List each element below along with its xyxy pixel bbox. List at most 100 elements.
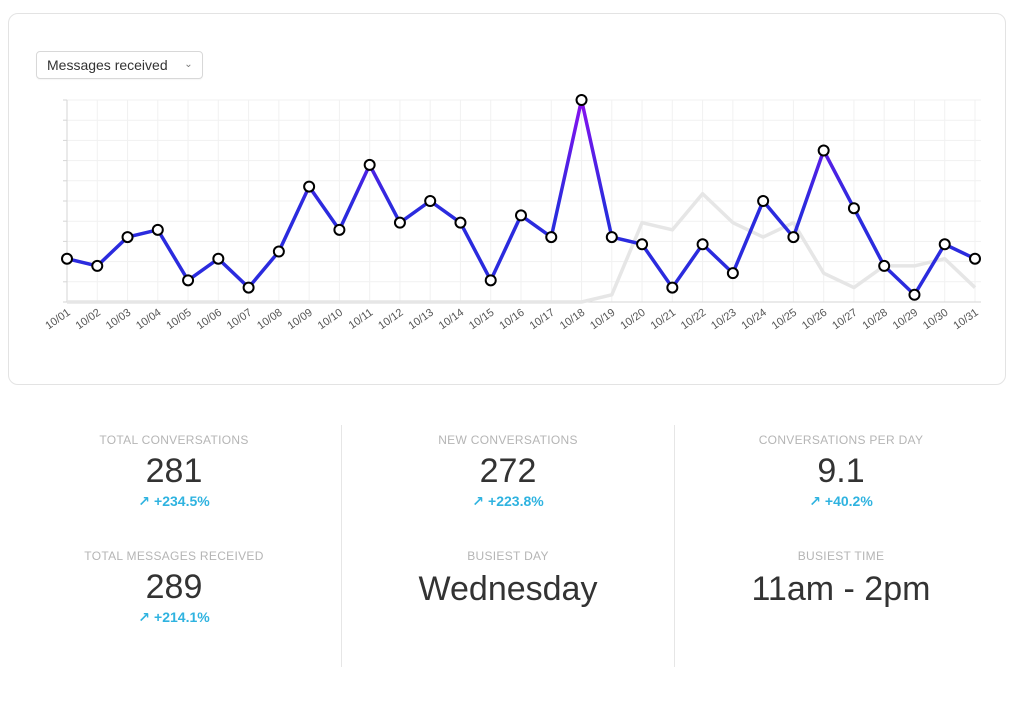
- stat-label: NEW CONVERSATIONS: [438, 433, 578, 447]
- x-tick-label: 10/23: [709, 307, 738, 333]
- data-point: [121, 231, 134, 244]
- x-tick-label: 10/17: [528, 307, 557, 333]
- stat-change-value: +214.1%: [154, 609, 210, 625]
- x-tick-label: 10/19: [588, 307, 617, 333]
- stats-column-1: TOTAL CONVERSATIONS 281 ↗ +234.5% TOTAL M…: [8, 425, 340, 667]
- stat-value: 11am - 2pm: [751, 570, 931, 608]
- data-point: [151, 223, 164, 236]
- x-tick-label: 10/22: [679, 307, 708, 333]
- x-tick-label: 10/21: [649, 307, 678, 333]
- x-tick-label: 10/14: [437, 307, 466, 333]
- data-point: [182, 274, 195, 287]
- data-point: [969, 252, 981, 265]
- arrow-up-right-icon: ↗: [809, 493, 821, 509]
- stat-label: TOTAL MESSAGES RECEIVED: [84, 549, 264, 563]
- arrow-up-right-icon: ↗: [472, 493, 485, 509]
- data-point: [726, 267, 739, 280]
- data-point: [212, 252, 225, 265]
- stat-busiest-day: BUSIEST DAY Wednesday: [342, 549, 674, 609]
- stat-label: BUSIEST TIME: [797, 549, 885, 563]
- data-point: [272, 245, 285, 258]
- arrow-up-right-icon: ↗: [138, 493, 151, 509]
- x-tick-label: 10/20: [618, 307, 647, 333]
- data-point: [605, 231, 618, 244]
- data-point: [454, 216, 467, 229]
- x-tick-label: 10/13: [406, 307, 435, 333]
- stat-conversations-per-day: CONVERSATIONS PER DAY 9.1 ↗ +40.2%: [675, 433, 1007, 510]
- stat-change: ↗ +214.1%: [8, 609, 340, 626]
- x-tick-label: 10/18: [558, 307, 587, 333]
- x-tick-label: 10/28: [860, 307, 889, 333]
- x-tick-label: 10/03: [104, 307, 133, 333]
- stat-change: ↗ +234.5%: [8, 493, 340, 510]
- data-point: [393, 216, 406, 229]
- x-tick-label: 10/05: [164, 307, 193, 333]
- x-tick-label: 10/31: [951, 307, 980, 333]
- stat-total-messages: TOTAL MESSAGES RECEIVED 289 ↗ +214.1%: [8, 549, 340, 626]
- stat-change: ↗ +223.8%: [342, 493, 674, 510]
- x-tick-label: 10/24: [739, 307, 768, 333]
- data-point: [908, 288, 921, 301]
- x-tick-label: 10/07: [225, 307, 254, 333]
- data-point: [817, 144, 830, 157]
- stat-value: 272: [479, 452, 537, 490]
- data-point: [757, 195, 770, 207]
- stat-value: 9.1: [817, 452, 865, 490]
- x-tick-label: 10/26: [800, 307, 829, 333]
- x-tick-label: 10/06: [195, 307, 224, 333]
- stats-column-2: NEW CONVERSATIONS 272 ↗ +223.8% BUSIEST D…: [341, 425, 674, 667]
- data-point: [363, 158, 376, 171]
- data-point: [242, 281, 255, 294]
- x-tick-label: 10/10: [316, 307, 345, 333]
- x-tick-label: 10/30: [921, 307, 950, 333]
- metric-dropdown-label: Messages received: [47, 57, 168, 73]
- data-point: [545, 231, 558, 244]
- x-tick-label: 10/11: [347, 307, 376, 332]
- data-point: [91, 259, 104, 272]
- data-point: [575, 94, 588, 106]
- x-tick-label: 10/02: [74, 307, 103, 333]
- arrow-up-right-icon: ↗: [138, 609, 151, 625]
- x-tick-label: 10/25: [770, 307, 799, 333]
- data-point: [847, 202, 860, 215]
- stat-label: TOTAL CONVERSATIONS: [99, 433, 249, 447]
- data-point: [878, 259, 891, 272]
- data-point: [696, 238, 709, 251]
- data-point: [666, 281, 679, 294]
- x-tick-label: 10/15: [467, 307, 496, 333]
- x-tick-label: 10/29: [891, 307, 920, 333]
- stats-panel: TOTAL CONVERSATIONS 281 ↗ +234.5% TOTAL M…: [8, 425, 1008, 667]
- stat-total-conversations: TOTAL CONVERSATIONS 281 ↗ +234.5%: [8, 433, 340, 510]
- data-point: [333, 223, 346, 236]
- stat-value: Wednesday: [418, 570, 598, 608]
- x-tick-label: 10/04: [134, 307, 163, 333]
- stat-value: 281: [145, 452, 203, 490]
- x-tick-label: 10/08: [255, 307, 284, 333]
- stat-value: 289: [145, 568, 203, 606]
- data-point: [938, 238, 951, 251]
- x-tick-label: 10/12: [376, 307, 405, 333]
- stats-column-3: CONVERSATIONS PER DAY 9.1 ↗ +40.2% BUSIES…: [674, 425, 1007, 667]
- stat-new-conversations: NEW CONVERSATIONS 272 ↗ +223.8%: [342, 433, 674, 510]
- line-chart: 10/01 10/02 10/03 10/04 10/05 10/06 10/07 10/08…: [43, 94, 981, 333]
- data-point: [61, 252, 73, 265]
- stat-change-value: +223.8%: [488, 493, 544, 509]
- stat-change: ↗ +40.2%: [675, 493, 1007, 510]
- data-point: [424, 195, 437, 207]
- series-line-previous-period: [67, 192, 977, 304]
- data-point: [787, 231, 800, 244]
- x-tick-label: 10/16: [497, 307, 526, 333]
- metric-dropdown[interactable]: Messages received ⌄: [36, 51, 203, 79]
- stat-busiest-time: BUSIEST TIME 11am - 2pm: [675, 549, 1007, 609]
- stat-change-value: +234.5%: [154, 493, 210, 509]
- data-point: [636, 238, 649, 251]
- stat-change-value: +40.2%: [824, 493, 873, 509]
- chart-card: Messages received ⌄ 10/01 10/02 10/03 10/04…: [8, 13, 1006, 385]
- x-tick-label: 10/27: [830, 307, 859, 333]
- data-point: [484, 274, 497, 287]
- x-tick-label: 10/09: [285, 307, 314, 333]
- chevron-down-icon: ⌄: [184, 59, 193, 70]
- data-point: [303, 180, 316, 193]
- data-point: [515, 209, 527, 222]
- stat-label: BUSIEST DAY: [467, 549, 549, 563]
